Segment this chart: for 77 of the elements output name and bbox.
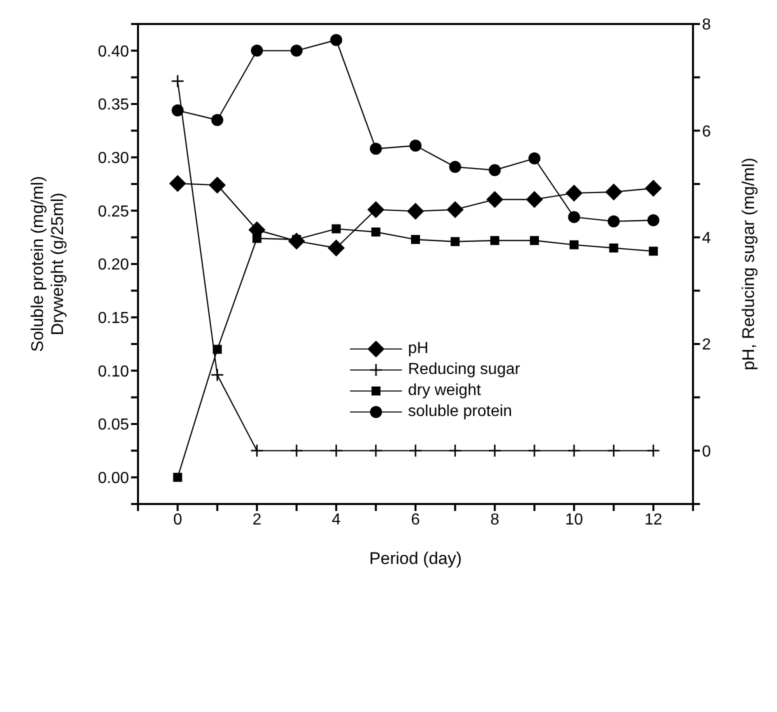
y-tick-label: 0.25 — [98, 203, 130, 220]
y-tick-label: 0.00 — [98, 470, 130, 488]
y-tick-label: 0.10 — [98, 363, 130, 380]
x-tick-label: 2 — [252, 511, 262, 528]
point — [370, 142, 382, 155]
y2-tick-label: 4 — [702, 230, 711, 248]
point — [646, 444, 660, 458]
point — [449, 160, 462, 173]
point — [250, 444, 264, 458]
point — [606, 444, 620, 458]
x-tick-label: 6 — [411, 511, 420, 528]
point — [173, 472, 182, 482]
point — [486, 190, 504, 208]
point — [450, 237, 460, 246]
y-axis-title: Soluble protein (mg/ml) Dryweight (g/25ml) — [28, 176, 67, 352]
point — [566, 184, 583, 202]
point — [411, 234, 420, 244]
y-tick-label: 0.30 — [98, 150, 130, 168]
y2-tick-label: 8 — [702, 16, 711, 34]
point — [410, 140, 422, 152]
x-tick-label: 0 — [173, 511, 182, 528]
point — [328, 240, 345, 256]
legend-label: soluble protein — [408, 402, 512, 420]
y-tick-label: 0.20 — [98, 256, 130, 274]
x-tick-label: 8 — [490, 511, 500, 528]
point — [211, 114, 224, 126]
x-tick-label: 10 — [565, 511, 584, 528]
point — [446, 201, 464, 218]
point — [526, 190, 543, 208]
point — [570, 240, 579, 250]
point — [648, 246, 658, 256]
point — [290, 44, 303, 57]
legend-label: Reducing sugar — [408, 360, 520, 378]
point — [528, 152, 540, 164]
legend-label: pH — [408, 340, 428, 358]
y-tick-label: 0.05 — [98, 416, 130, 434]
point — [568, 211, 580, 224]
y2-tick-label: 2 — [702, 336, 711, 354]
point — [332, 224, 341, 234]
point — [252, 234, 262, 243]
point — [250, 44, 263, 57]
legend-label: dry weight — [408, 382, 481, 400]
point — [367, 201, 384, 218]
point — [172, 104, 184, 116]
point — [369, 444, 383, 458]
x-tick-label: 12 — [644, 511, 662, 528]
point — [448, 444, 462, 458]
point — [605, 184, 622, 200]
point — [330, 34, 342, 46]
point — [210, 368, 224, 382]
y-tick-label: 0.35 — [98, 96, 130, 114]
x-tick-label: 4 — [332, 511, 341, 528]
point — [329, 444, 343, 458]
y2-tick-label: 6 — [702, 123, 711, 140]
point — [608, 215, 620, 228]
y2-axis-title: pH, Reducing sugar (mg/ml) — [739, 158, 758, 370]
point — [488, 444, 502, 458]
point — [170, 74, 184, 88]
point — [208, 176, 226, 194]
y-tick-label: 0.15 — [98, 310, 130, 328]
point — [371, 228, 380, 236]
point — [488, 164, 501, 176]
point — [644, 180, 662, 197]
point — [567, 444, 581, 458]
point — [647, 214, 660, 226]
point — [290, 444, 304, 458]
point — [490, 236, 500, 246]
point — [169, 174, 186, 192]
point — [408, 444, 422, 458]
point — [407, 202, 424, 220]
point — [528, 444, 542, 458]
point — [609, 244, 618, 252]
y-tick-label: 0.40 — [98, 43, 130, 60]
point — [530, 236, 539, 246]
x-axis-title: Period (day) — [369, 549, 462, 568]
y2-tick-label: 0 — [702, 443, 711, 460]
point — [212, 344, 222, 354]
